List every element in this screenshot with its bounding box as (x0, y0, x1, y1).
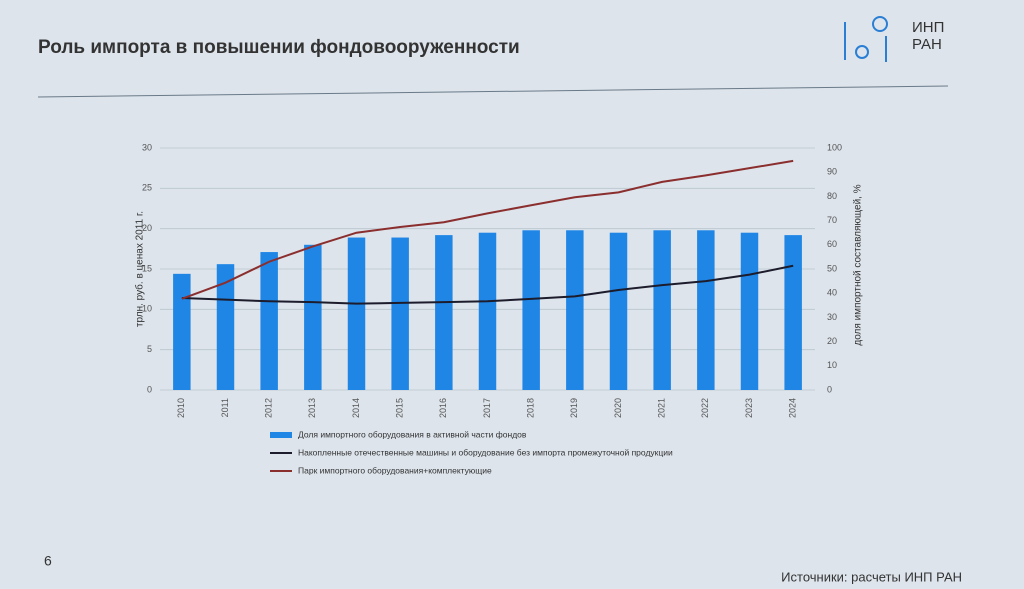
x-tick-label: 2015 (395, 398, 405, 418)
bar (478, 232, 497, 390)
x-tick-label: 2024 (788, 398, 798, 418)
y2-tick-label: 60 (827, 239, 837, 249)
x-tick-label: 2019 (569, 398, 579, 418)
bar (522, 230, 540, 390)
y2-tick-label: 90 (827, 167, 837, 177)
logo (844, 16, 888, 62)
x-tick-label: 2013 (307, 398, 317, 418)
bar (653, 230, 671, 390)
logo-mark (855, 45, 869, 59)
bar (435, 235, 453, 390)
x-tick-label: 2014 (351, 398, 361, 418)
logo-text: ИНП (912, 19, 944, 36)
y-tick-label: 0 (147, 384, 152, 394)
y2-tick-label: 30 (827, 312, 837, 322)
legend-marker (270, 432, 292, 438)
y-tick-label: 25 (142, 183, 152, 193)
page-number: 6 (44, 553, 52, 569)
x-tick-label: 2018 (526, 398, 536, 418)
y-tick-label: 10 (142, 304, 152, 314)
bar (566, 230, 584, 390)
y2-tick-label: 80 (827, 191, 837, 201)
x-tick-label: 2010 (176, 398, 186, 418)
line (181, 264, 794, 305)
y-tick-label: 20 (142, 223, 152, 233)
y2-tick-label: 10 (827, 360, 837, 370)
x-tick-label: 2023 (744, 398, 754, 418)
y2-tick-label: 70 (827, 215, 837, 225)
bar (697, 230, 715, 390)
y2-tick-label: 100 (827, 142, 842, 152)
legend-label: Доля импортного оборудования в активной … (298, 429, 527, 439)
x-tick-label: 2017 (482, 398, 492, 418)
y-axis-label: трлн. руб. в ценах 2011 г. (134, 211, 146, 327)
y2-tick-label: 20 (827, 336, 837, 346)
y2-tick-label: 0 (827, 384, 832, 394)
line (181, 159, 794, 300)
y2-axis-label: доля импортной составляющей, % (853, 184, 864, 345)
logo-text: РАН (912, 36, 942, 53)
y-tick-label: 30 (142, 142, 152, 152)
y-tick-label: 15 (142, 263, 152, 273)
x-tick-label: 2016 (438, 398, 448, 418)
y-tick-label: 5 (147, 344, 152, 354)
bar (784, 235, 802, 390)
x-tick-label: 2022 (700, 398, 710, 418)
bar (260, 252, 278, 390)
logo-mark (872, 16, 888, 32)
source-note: Источники: расчеты ИНП РАН (781, 569, 962, 584)
bar (304, 244, 322, 390)
x-tick-label: 2021 (657, 398, 667, 418)
bar (391, 237, 409, 390)
y2-tick-label: 40 (827, 288, 837, 298)
legend-label: Накопленные отечественные машины и обору… (298, 447, 673, 457)
title-rule (37, 85, 949, 98)
x-tick-label: 2020 (613, 398, 623, 418)
bar (347, 237, 366, 390)
legend-label: Парк импортного оборудования+комплектующ… (298, 465, 492, 475)
bar (609, 232, 628, 390)
slide-title: Роль импорта в повышении фондовооруженно… (38, 37, 520, 58)
bar (740, 232, 759, 390)
x-tick-label: 2011 (220, 398, 230, 417)
y2-tick-label: 50 (827, 263, 837, 273)
x-tick-label: 2012 (264, 398, 274, 418)
bar (173, 273, 191, 390)
bar (216, 264, 235, 390)
